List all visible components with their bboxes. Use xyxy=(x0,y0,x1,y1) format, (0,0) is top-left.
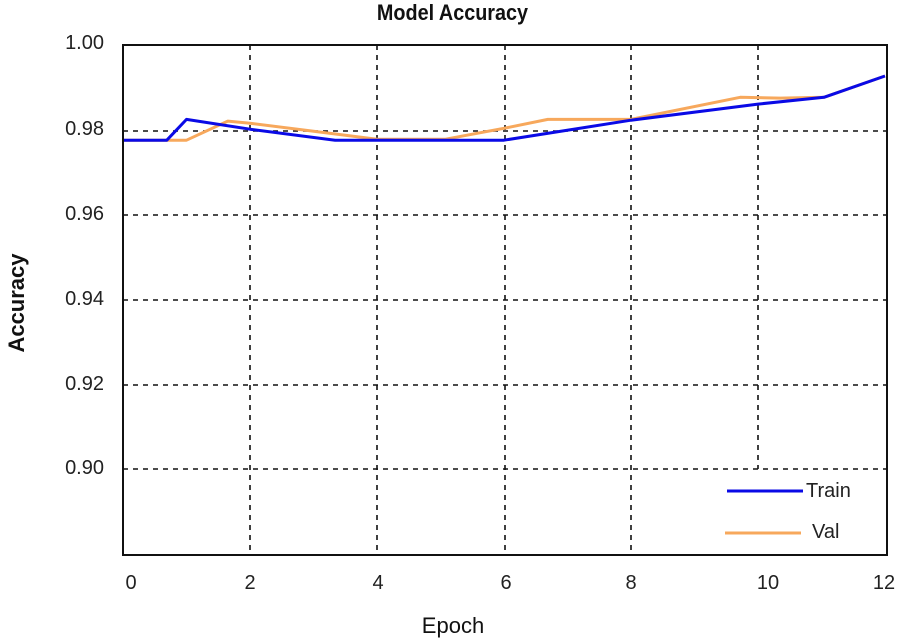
x-tick-label: 10 xyxy=(756,572,780,594)
x-tick-label: 12 xyxy=(872,572,896,594)
x-tick-label: 2 xyxy=(244,572,256,594)
x-tick-label: 4 xyxy=(372,572,384,594)
x-tick-label: 0 xyxy=(125,572,137,594)
data-series xyxy=(123,74,886,142)
series-line-train xyxy=(123,74,886,142)
y-tick-label: 0.92 xyxy=(65,373,104,395)
y-tick-label: 1.00 xyxy=(65,32,104,54)
plot-frame xyxy=(122,44,888,556)
y-tick-label: 0.94 xyxy=(65,288,104,310)
series-line-val xyxy=(123,74,886,142)
legend-val-label: Val xyxy=(812,521,840,543)
y-tick-label: 0.96 xyxy=(65,203,104,225)
x-tick-label: 6 xyxy=(500,572,512,594)
y-tick-label: 0.90 xyxy=(65,457,104,479)
chart-title: Model Accuracy xyxy=(376,0,529,25)
x-axis-label: Epoch xyxy=(421,613,485,638)
legend xyxy=(725,489,803,535)
y-tick-label: 0.98 xyxy=(65,118,104,140)
x-tick-label: 8 xyxy=(625,572,637,594)
legend-train-label: Train xyxy=(806,480,851,502)
